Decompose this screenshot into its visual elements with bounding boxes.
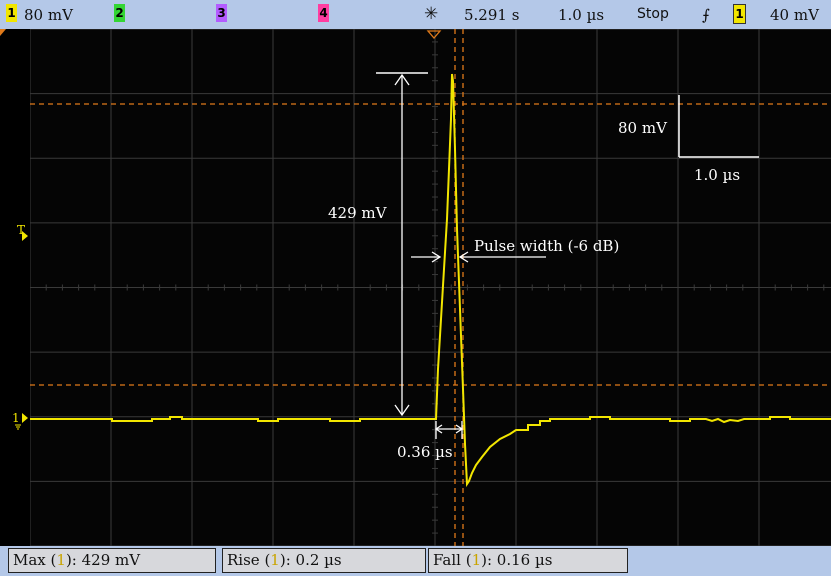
channel-4-indicator[interactable]: 4	[318, 4, 329, 22]
scale-legend-voltage: 80 mV	[618, 119, 668, 137]
rising-edge-icon: ⨍	[702, 6, 710, 24]
amplitude-arrow-up	[394, 73, 410, 86]
channel-1-indicator[interactable]: 1	[6, 4, 17, 22]
measurement-rise[interactable]: Rise (1): 0.2 µs	[222, 548, 426, 573]
time-reference: 5.291 s	[464, 6, 520, 24]
channel-2-indicator[interactable]: 2	[114, 4, 125, 22]
timebase-setting[interactable]: 1.0 µs	[558, 6, 605, 24]
channel-1-waveform	[30, 73, 831, 488]
scale-legend-time: 1.0 µs	[694, 166, 740, 184]
measurement-fall[interactable]: Fall (1): 0.16 µs	[428, 548, 628, 573]
rise-width-arrowhead-left	[434, 424, 443, 434]
left-gutter: T 1	[0, 29, 28, 430]
graticule	[29, 28, 831, 547]
rise-width-arrowhead-right	[455, 424, 464, 434]
measurement-fall-name: Fall	[433, 551, 461, 569]
acquisition-icon: ✳	[424, 4, 439, 24]
measurement-max-channel: 1	[56, 551, 66, 569]
channel-1-offset-marker	[0, 29, 6, 36]
pulse-width-label: Pulse width (-6 dB)	[474, 237, 619, 255]
channel-1-scale: 80 mV	[24, 6, 73, 24]
amplitude-label: 429 mV	[328, 204, 388, 222]
trigger-level-arrow-icon	[22, 231, 28, 241]
channel-3-indicator[interactable]: 3	[216, 4, 227, 22]
waveform-screen: 429 mV Pulse width (-6 dB) 0.36 µs 80 mV…	[29, 28, 831, 547]
trigger-level: 40 mV	[770, 6, 819, 24]
trigger-position-marker[interactable]	[426, 30, 442, 39]
trigger-channel-indicator[interactable]: 1	[733, 4, 746, 24]
ground-marker[interactable]: 1	[12, 411, 20, 425]
pulse-width-arrowhead-left	[431, 251, 442, 263]
measurement-fall-channel: 1	[471, 551, 482, 569]
measurement-rise-channel: 1	[270, 551, 280, 569]
waveform-svg: 429 mV Pulse width (-6 dB) 0.36 µs 80 mV…	[29, 28, 831, 547]
ground-symbol-icon	[15, 424, 21, 430]
measurement-max[interactable]: Max (1): 429 mV	[8, 548, 216, 573]
measurement-bar: Max (1): 429 mV Rise (1): 0.2 µs Fall (1…	[0, 546, 831, 576]
rise-width-label: 0.36 µs	[397, 443, 453, 461]
pulse-width-arrowhead-right	[458, 251, 469, 263]
measurement-rise-value: : 0.2 µs	[285, 551, 342, 569]
measurement-max-value: : 429 mV	[71, 551, 141, 569]
measurement-rise-name: Rise	[227, 551, 260, 569]
measurement-max-name: Max	[13, 551, 46, 569]
ground-level-arrow-icon	[22, 413, 28, 423]
amplitude-arrow-down	[394, 404, 410, 417]
run-state[interactable]: Stop	[637, 6, 669, 22]
trigger-level-marker[interactable]: T	[17, 223, 25, 237]
measurement-fall-value: : 0.16 µs	[486, 551, 553, 569]
status-bar: 1 80 mV 2 3 4 ✳ 5.291 s 1.0 µs Stop ⨍ 1 …	[0, 0, 831, 29]
